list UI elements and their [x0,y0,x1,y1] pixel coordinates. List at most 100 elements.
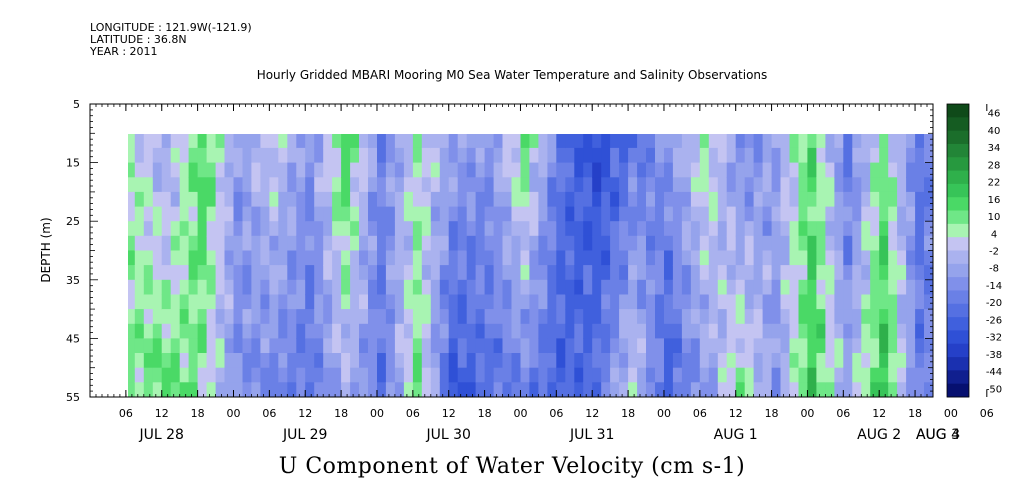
heatmap-cell [403,309,414,325]
heatmap-cell [197,382,208,397]
heatmap-cell [520,147,531,164]
heatmap-cell [655,206,665,222]
heatmap-cell [753,382,764,397]
heatmap-cell [323,353,333,369]
heatmap-cell [242,294,253,310]
heatmap-cell [637,206,647,222]
heatmap-cell [906,367,916,383]
heatmap-cell [143,265,154,281]
heatmap-cell [511,177,522,193]
heatmap-cell [816,338,826,354]
heatmap-cell [556,250,566,266]
heatmap-cell [350,367,360,383]
heatmap-cell [143,162,154,178]
heatmap-cell [350,294,360,310]
heatmap-cell [753,191,764,208]
heatmap-cell [323,206,333,222]
heatmap-cell [574,382,584,397]
heatmap-cell [484,323,495,339]
heatmap-cell [762,177,773,193]
heatmap-cell [305,221,315,237]
heatmap-cell [305,147,315,164]
heatmap-cell [861,221,871,237]
heatmap-cell [807,147,817,164]
heatmap-cell [708,338,719,354]
heatmap-cell [233,134,244,149]
heatmap-cell [834,250,844,266]
heatmap-cell [341,134,351,149]
heatmap-cell [798,206,809,222]
heatmap-cell [385,177,396,193]
heatmap-cell [502,382,513,397]
heatmap-cell [565,147,575,164]
heatmap-cell [296,353,306,369]
heatmap-cell [610,177,620,193]
heatmap-cell [816,206,826,222]
heatmap-cell [655,221,665,237]
heatmap-cell [610,162,620,178]
heatmap-cell [152,338,163,354]
heatmap-cell [197,279,208,296]
heatmap-cell [834,134,844,149]
heatmap-cell [385,191,396,208]
heatmap-cell [843,382,853,397]
heatmap-cell [655,191,665,208]
heatmap-cell [152,279,163,296]
heatmap-cell [834,279,844,296]
heatmap-cell [278,338,288,354]
heatmap-cell [233,191,244,208]
heatmap-cell [466,294,477,310]
heatmap-cell [646,191,656,208]
heatmap-cell [493,191,504,208]
heatmap-cell [188,382,199,397]
heatmap-cell [672,338,683,354]
heatmap-cell [134,147,145,164]
heatmap-cell [143,323,154,339]
heatmap-cell [341,221,351,237]
heatmap-cell [816,177,826,193]
heatmap-cell [341,206,351,222]
heatmap-cell [242,147,253,164]
heatmap-cell [744,162,755,178]
heatmap-cell [538,221,548,237]
heatmap-cell [314,265,324,281]
heatmap-cell [421,134,432,149]
heatmap-cell [269,191,279,208]
heatmap-cell [852,265,862,281]
main-title: U Component of Water Velocity (cm s-1) [278,454,746,479]
heatmap-cell [484,250,495,266]
heatmap-cell [771,323,782,339]
heatmap-cell [385,294,396,310]
heatmap-cell [188,162,199,178]
heatmap-cell [466,323,477,339]
heatmap-cell [592,309,602,325]
heatmap-cell [493,265,504,281]
heatmap-cell [780,382,791,397]
heatmap-cell [637,162,647,178]
heatmap-cell [493,338,504,354]
heatmap-cell [583,367,593,383]
heatmap-cell [547,279,557,296]
heatmap-cell [134,367,145,383]
heatmap-cell [359,353,369,369]
heatmap-cell [260,367,270,383]
heatmap-cell [843,134,853,149]
heatmap-cell [529,177,539,193]
heatmap-cell [762,338,773,354]
heatmap-cell [143,206,154,222]
heatmap-cell [457,265,468,281]
colorbar-frame [946,103,970,398]
heatmap-cell [332,353,342,369]
heatmap-cell [206,162,217,178]
heatmap-cell [717,206,728,222]
heatmap-cell [197,162,208,178]
heatmap-cell [601,235,611,252]
heatmap-cell [628,250,638,266]
heatmap-cell [287,250,297,266]
heatmap-cell [359,279,369,296]
heatmap-cell [134,206,145,222]
heatmap-cell [672,191,683,208]
heatmap-cell [690,338,701,354]
heatmap-cell [493,147,504,164]
heatmap-cell [601,382,611,397]
